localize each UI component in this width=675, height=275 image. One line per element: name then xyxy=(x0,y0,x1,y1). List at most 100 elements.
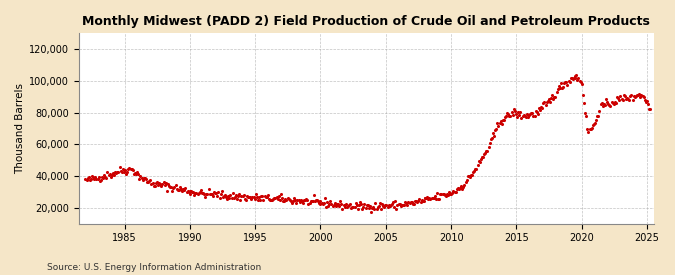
Point xyxy=(242,194,253,199)
Point xyxy=(226,196,237,200)
Point xyxy=(322,200,333,204)
Point xyxy=(296,199,307,203)
Point xyxy=(431,197,441,201)
Point xyxy=(340,204,350,209)
Point xyxy=(446,192,457,197)
Point xyxy=(259,194,270,199)
Point xyxy=(371,207,382,211)
Point xyxy=(538,101,549,105)
Point xyxy=(292,198,303,202)
Point xyxy=(499,117,510,122)
Point xyxy=(564,80,575,84)
Point xyxy=(95,178,105,183)
Point xyxy=(531,110,542,114)
Point xyxy=(135,174,146,178)
Point xyxy=(587,126,597,130)
Point xyxy=(184,189,194,194)
Point xyxy=(587,123,598,128)
Point xyxy=(352,207,363,211)
Point xyxy=(222,197,233,201)
Point xyxy=(606,100,617,104)
Point xyxy=(487,131,498,135)
Point xyxy=(459,182,470,187)
Point xyxy=(270,196,281,200)
Point xyxy=(252,198,263,202)
Point xyxy=(475,160,485,164)
Point xyxy=(307,199,318,203)
Point xyxy=(232,197,242,201)
Point xyxy=(520,114,531,119)
Point xyxy=(494,121,505,126)
Point xyxy=(566,75,577,80)
Point xyxy=(173,188,184,192)
Point xyxy=(223,194,234,198)
Point xyxy=(176,187,186,191)
Point xyxy=(410,199,421,203)
Point xyxy=(585,127,596,131)
Point xyxy=(240,197,250,202)
Point xyxy=(580,111,591,115)
Point xyxy=(230,195,240,199)
Point xyxy=(473,159,484,163)
Point xyxy=(175,185,186,190)
Point xyxy=(637,94,648,98)
Point xyxy=(196,188,207,192)
Point xyxy=(603,102,614,106)
Point xyxy=(644,107,655,111)
Point xyxy=(601,97,612,101)
Point xyxy=(306,199,317,203)
Point xyxy=(275,192,286,196)
Point xyxy=(384,204,395,208)
Point xyxy=(97,175,107,180)
Point xyxy=(304,201,315,206)
Point xyxy=(420,196,431,200)
Point xyxy=(623,97,634,101)
Point xyxy=(111,171,122,175)
Point xyxy=(249,197,260,201)
Point xyxy=(379,205,389,210)
Point xyxy=(86,174,97,178)
Point xyxy=(614,98,625,102)
Text: Source: U.S. Energy Information Administration: Source: U.S. Energy Information Administ… xyxy=(47,263,261,272)
Point xyxy=(406,200,417,204)
Point xyxy=(329,200,340,205)
Point xyxy=(537,106,547,110)
Point xyxy=(460,180,471,185)
Point xyxy=(203,187,214,191)
Point xyxy=(549,95,560,99)
Point xyxy=(597,104,608,108)
Point xyxy=(396,204,406,208)
Point xyxy=(240,197,251,202)
Point xyxy=(142,180,153,185)
Point xyxy=(566,76,576,80)
Point xyxy=(396,203,407,207)
Point xyxy=(188,190,198,194)
Point xyxy=(294,200,305,205)
Point xyxy=(125,167,136,171)
Point xyxy=(458,185,468,189)
Point xyxy=(502,110,512,115)
Point xyxy=(278,199,289,203)
Point xyxy=(421,196,431,200)
Point xyxy=(126,167,137,172)
Point xyxy=(481,149,492,153)
Point xyxy=(526,111,537,116)
Point xyxy=(189,192,200,197)
Point xyxy=(153,182,163,187)
Point xyxy=(287,200,298,205)
Point xyxy=(367,206,377,210)
Point xyxy=(518,113,529,118)
Point xyxy=(491,127,502,131)
Point xyxy=(591,117,601,122)
Point xyxy=(293,197,304,202)
Point xyxy=(267,198,277,202)
Point xyxy=(360,205,371,210)
Point xyxy=(554,85,565,90)
Point xyxy=(165,185,176,189)
Y-axis label: Thousand Barrels: Thousand Barrels xyxy=(15,83,25,174)
Point xyxy=(394,202,405,206)
Point xyxy=(310,198,321,202)
Point xyxy=(552,87,563,91)
Point xyxy=(207,194,218,199)
Point xyxy=(497,118,508,122)
